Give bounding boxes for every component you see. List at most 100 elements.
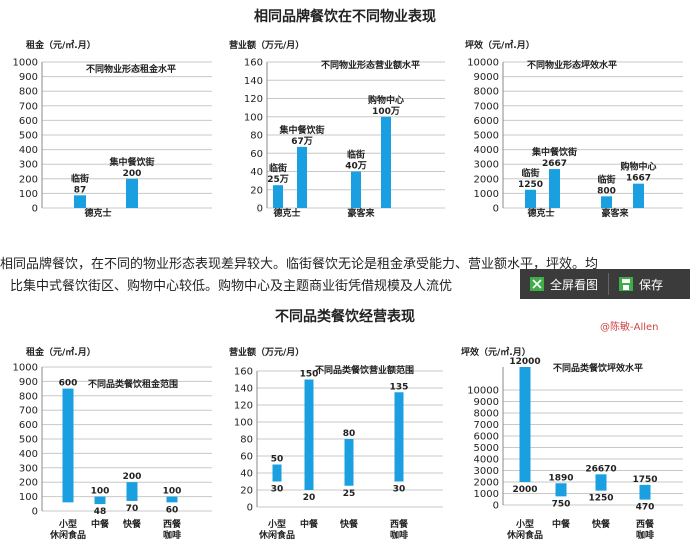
x-category-label-line1: 西餐	[390, 518, 409, 530]
y-tick-label: 7000	[474, 420, 499, 431]
x-category-label-line2: 休闲食品	[506, 529, 543, 541]
range-low-label: 25	[343, 489, 356, 499]
bar-value-label: 800	[597, 186, 616, 196]
bar-type-label: 集中餐饮街	[278, 124, 324, 136]
range-bar	[344, 439, 354, 486]
bar-value-label: 2667	[542, 159, 567, 169]
y-axis-label: 租金（元/㎡.月）	[26, 346, 96, 358]
y-tick-label: 20	[250, 185, 263, 196]
y-tick-label: 200	[19, 478, 38, 489]
range-high-label: 26670	[585, 464, 616, 474]
chart-title: 不同物业形态租金水平	[86, 63, 176, 75]
save-icon	[619, 277, 634, 291]
range-high-label: 600	[59, 379, 78, 389]
range-high-label: 150	[300, 370, 319, 380]
bar-type-label: 集中餐饮街	[108, 156, 154, 168]
y-tick-label: 1000	[474, 189, 499, 200]
x-category-label: 中餐	[300, 518, 319, 530]
y-tick-label: 10000	[467, 386, 499, 397]
y-tick-label: 500	[19, 131, 38, 142]
y-tick-label: 3000	[474, 466, 499, 477]
bar-value-label: 87	[74, 185, 87, 195]
range-high-label: 12000	[509, 357, 540, 367]
y-tick-label: 3000	[474, 160, 499, 171]
y-tick-label: 160	[244, 58, 263, 69]
y-tick-label: 0	[247, 503, 253, 514]
y-axis-label: 营业额（万元/月）	[229, 346, 304, 358]
range-high-label: 200	[123, 472, 142, 482]
range-low-label: 750	[552, 499, 571, 509]
y-tick-label: 80	[240, 435, 253, 446]
chart-svg: 坪效（元/㎡.月）0100020003000400050006000700080…	[465, 39, 683, 219]
range-bar	[126, 482, 138, 501]
y-tick-label: 100	[19, 189, 38, 200]
y-tick-label: 20	[240, 486, 253, 497]
range-low-label: 30	[271, 485, 284, 495]
watermark: @陈敏-Allen	[600, 322, 659, 333]
efficiency-by-category-chart: 坪效（元/㎡.月） 0 1000 2000 3000 4000 5000 6000 7000 80…	[455, 335, 690, 545]
chart-svg: 租金（元/㎡.月） 0 100 200 300 400 500 600 700 800 900 100…	[13, 346, 212, 541]
y-tick-label: 40	[240, 469, 253, 480]
x-category-label-line1: 西餐	[163, 518, 182, 530]
y-tick-label: 8000	[474, 87, 499, 98]
bar-type-label: 临街	[71, 172, 89, 184]
y-tick-label: 10000	[467, 58, 499, 69]
save-button[interactable]: 保存	[609, 269, 673, 299]
range-high-label: 1750	[632, 475, 657, 485]
bar-type-label: 临街	[521, 167, 539, 179]
y-tick-label: 0	[493, 501, 499, 512]
y-tick-label: 400	[19, 145, 38, 156]
y-tick-label: 2000	[474, 478, 499, 489]
fullscreen-button[interactable]: 全屏看图	[520, 269, 608, 299]
chart-title: 不同品类餐饮租金范围	[88, 378, 178, 390]
y-tick-label: 2000	[474, 174, 499, 185]
chart-svg: 营业额（万元/月） 0 20 40 60 80 100 120 140 160 不同物业形态营业额水…	[229, 39, 445, 219]
y-axis-label: 坪效（元/㎡.月）	[465, 39, 535, 51]
range-bar	[94, 496, 106, 505]
y-tick-label: 40	[250, 167, 263, 178]
bar	[126, 178, 138, 208]
range-bar	[519, 367, 531, 482]
paragraph-line-2: 比集中式餐饮街区、购物中心较低。购物中心及主题商业街凭借规模及人流优	[10, 279, 453, 294]
x-category-label: 豪客来	[601, 207, 629, 219]
chart-title: 不同物业形态营业额水平	[321, 59, 420, 71]
y-tick-label: 140	[244, 76, 263, 87]
y-tick-label: 600	[19, 420, 38, 431]
bar	[297, 146, 307, 208]
bar	[633, 183, 644, 208]
bar-type-label: 临街	[597, 173, 615, 185]
y-tick-label: 800	[19, 391, 38, 402]
top-section-title: 相同品牌餐饮在不同物业表现	[254, 9, 436, 25]
y-tick-label: 900	[19, 72, 38, 83]
y-tick-label: 700	[19, 101, 38, 112]
y-tick-label: 5000	[474, 443, 499, 454]
y-tick-label: 0	[257, 204, 263, 215]
x-category-label: 德克士	[84, 207, 111, 219]
y-tick-label: 140	[234, 384, 253, 395]
bar	[351, 171, 361, 208]
range-low-label: 20	[303, 493, 316, 503]
range-low-label: 48	[94, 507, 107, 517]
range-low-label: 2000	[512, 485, 537, 495]
x-category-label-line2: 休闲食品	[258, 529, 295, 541]
range-low-label: 30	[393, 485, 406, 495]
x-category-label-line2: 咖啡	[163, 529, 181, 541]
fullscreen-icon	[530, 277, 544, 291]
y-tick-label: 600	[19, 116, 38, 127]
image-toolbar: 全屏看图 保存	[520, 269, 690, 299]
y-tick-label: 8000	[474, 409, 499, 420]
y-tick-label: 700	[19, 406, 38, 417]
bar-type-label: 临街	[269, 162, 287, 174]
chart-svg: 坪效（元/㎡.月）0100020003000400050006000700080…	[461, 346, 683, 541]
bar-type-label: 集中餐饮街	[531, 146, 577, 158]
y-tick-label: 400	[19, 449, 38, 460]
y-tick-label: 1000	[474, 489, 499, 500]
revenue-by-category-chart: 营业额（万元/月） 0 20 40 60 80 100 120 140 160 不同品类餐饮营业额范…	[225, 335, 455, 545]
x-category-label: 德克士	[527, 207, 554, 219]
range-bar	[62, 388, 74, 503]
bar-value-label: 100万	[372, 106, 400, 117]
y-tick-label: 800	[19, 87, 38, 98]
y-axis-label: 营业额（万元/月）	[229, 39, 304, 51]
y-tick-label: 0	[493, 204, 499, 215]
y-tick-label: 4000	[474, 455, 499, 466]
